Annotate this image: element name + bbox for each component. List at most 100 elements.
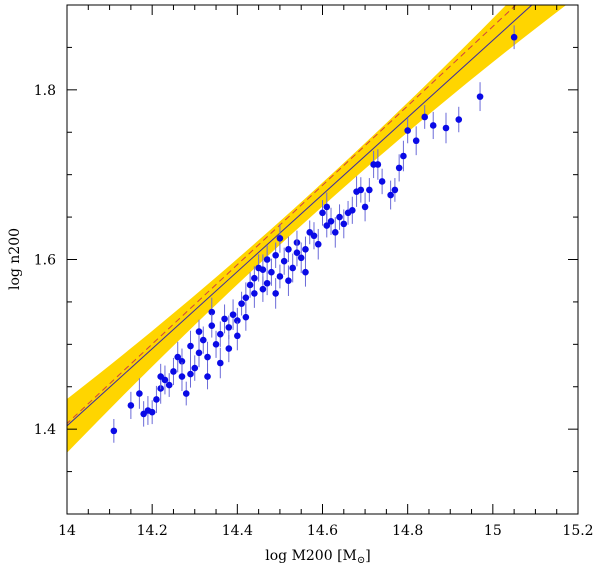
point-marker bbox=[374, 161, 382, 168]
data-point bbox=[140, 401, 147, 427]
point-marker bbox=[280, 257, 288, 265]
data-point bbox=[293, 239, 301, 267]
data-point bbox=[323, 213, 331, 238]
data-point bbox=[221, 304, 228, 334]
point-marker bbox=[234, 317, 241, 324]
x-tick-label: 14.4 bbox=[222, 523, 253, 539]
data-point bbox=[366, 178, 373, 202]
point-marker bbox=[510, 33, 518, 41]
point-marker bbox=[110, 427, 118, 435]
point-marker bbox=[349, 206, 356, 214]
point-marker bbox=[259, 266, 267, 273]
data-point bbox=[161, 365, 169, 395]
point-marker bbox=[340, 220, 348, 228]
data-point bbox=[251, 266, 258, 291]
point-marker bbox=[225, 345, 233, 352]
x-tick-label: 15 bbox=[484, 523, 502, 539]
data-point bbox=[336, 204, 343, 230]
data-point bbox=[272, 242, 279, 268]
point-marker bbox=[199, 336, 207, 344]
data-point bbox=[165, 373, 173, 397]
x-tick-label: 14.2 bbox=[137, 523, 168, 539]
point-marker bbox=[191, 364, 199, 372]
point-marker bbox=[276, 273, 284, 280]
point-marker bbox=[323, 203, 331, 211]
data-point bbox=[412, 126, 420, 156]
y-tick-label: 1.4 bbox=[34, 422, 56, 438]
data-point bbox=[246, 272, 254, 298]
point-marker bbox=[212, 341, 220, 348]
point-marker bbox=[165, 381, 173, 389]
data-point bbox=[387, 180, 394, 210]
point-marker bbox=[208, 322, 216, 329]
data-point bbox=[187, 360, 194, 388]
data-point bbox=[259, 276, 267, 302]
data-point bbox=[136, 378, 143, 409]
point-marker bbox=[293, 249, 301, 257]
data-point bbox=[178, 362, 186, 391]
point-marker bbox=[366, 186, 373, 194]
point-marker bbox=[221, 315, 228, 323]
axis-ticks-layer: 14 14.2 14.4 14.6 14.8 15 15.2 1.4 1.6 1.8 bbox=[34, 4, 594, 539]
data-points-layer bbox=[110, 25, 518, 443]
data-point bbox=[208, 313, 216, 338]
data-point bbox=[442, 112, 450, 144]
x-axis-label: log M200 [M⊙] bbox=[265, 548, 370, 566]
point-marker bbox=[242, 294, 250, 301]
data-point bbox=[217, 321, 224, 347]
point-marker bbox=[323, 222, 331, 229]
data-point bbox=[195, 319, 203, 344]
fit-line bbox=[67, 5, 533, 427]
data-point bbox=[289, 253, 296, 283]
point-marker bbox=[251, 274, 258, 282]
point-marker bbox=[178, 358, 186, 365]
data-point bbox=[429, 111, 437, 140]
point-marker bbox=[404, 127, 411, 134]
data-point bbox=[212, 330, 220, 358]
point-marker bbox=[442, 124, 450, 132]
fit-lines-layer bbox=[67, 5, 533, 427]
point-marker bbox=[263, 256, 271, 263]
point-marker bbox=[289, 264, 296, 272]
point-marker bbox=[251, 290, 258, 297]
point-marker bbox=[314, 240, 322, 248]
reference-dashed-line bbox=[67, 5, 517, 425]
data-point bbox=[229, 299, 237, 330]
point-marker bbox=[395, 164, 403, 172]
data-point bbox=[127, 391, 135, 419]
point-marker bbox=[182, 390, 190, 397]
data-point bbox=[199, 326, 207, 354]
data-point bbox=[272, 278, 279, 309]
point-marker bbox=[217, 359, 224, 367]
data-point bbox=[340, 209, 348, 239]
point-marker bbox=[297, 254, 305, 262]
data-point bbox=[242, 282, 250, 313]
point-marker bbox=[310, 232, 318, 240]
point-marker bbox=[178, 373, 186, 380]
point-marker bbox=[136, 390, 143, 397]
point-marker bbox=[302, 246, 309, 253]
point-marker bbox=[174, 353, 182, 361]
point-marker bbox=[429, 122, 437, 129]
point-marker bbox=[272, 290, 279, 297]
point-marker bbox=[217, 330, 224, 338]
data-point bbox=[302, 257, 309, 287]
x-axis-label-subscript: ⊙ bbox=[357, 555, 365, 566]
data-point bbox=[148, 400, 156, 425]
data-point bbox=[263, 245, 271, 274]
point-marker bbox=[225, 324, 233, 331]
data-point bbox=[361, 192, 369, 222]
data-point bbox=[349, 196, 356, 224]
data-point bbox=[268, 258, 275, 286]
point-marker bbox=[234, 332, 241, 340]
point-marker bbox=[246, 281, 254, 289]
data-point bbox=[391, 178, 399, 202]
point-marker bbox=[400, 152, 407, 160]
point-marker bbox=[336, 213, 343, 221]
data-point bbox=[153, 385, 160, 414]
point-marker bbox=[204, 373, 211, 380]
data-point bbox=[357, 177, 365, 203]
data-point bbox=[238, 291, 245, 316]
point-marker bbox=[285, 277, 292, 285]
